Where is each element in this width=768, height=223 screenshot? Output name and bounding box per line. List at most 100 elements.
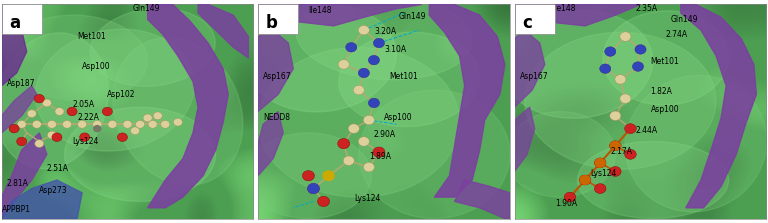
Circle shape	[308, 184, 319, 193]
Circle shape	[363, 115, 375, 125]
Text: Asp100: Asp100	[82, 62, 111, 71]
Polygon shape	[258, 4, 422, 30]
Polygon shape	[680, 4, 756, 208]
Circle shape	[610, 141, 621, 151]
Text: c: c	[522, 14, 532, 32]
Text: 3.20A: 3.20A	[374, 27, 396, 36]
Text: 2.05A: 2.05A	[72, 100, 94, 109]
Circle shape	[615, 75, 626, 84]
Ellipse shape	[90, 8, 215, 86]
Circle shape	[353, 85, 364, 95]
Text: 1.90A: 1.90A	[554, 199, 577, 208]
Circle shape	[610, 111, 621, 120]
Circle shape	[35, 94, 45, 103]
Circle shape	[102, 107, 112, 116]
Circle shape	[317, 196, 329, 206]
Ellipse shape	[603, 11, 729, 105]
Circle shape	[564, 192, 576, 202]
Circle shape	[620, 32, 631, 41]
Circle shape	[52, 133, 62, 141]
Text: 2.81A: 2.81A	[7, 180, 28, 188]
Polygon shape	[258, 30, 293, 112]
Circle shape	[27, 110, 36, 118]
Circle shape	[635, 45, 646, 54]
Circle shape	[55, 108, 64, 115]
Circle shape	[604, 47, 616, 56]
Circle shape	[633, 62, 644, 71]
Circle shape	[346, 43, 357, 52]
Circle shape	[42, 99, 51, 107]
Text: Asp100: Asp100	[384, 113, 412, 122]
Circle shape	[323, 171, 334, 180]
Circle shape	[610, 167, 621, 176]
Circle shape	[135, 120, 144, 128]
Circle shape	[359, 68, 369, 78]
Circle shape	[93, 120, 102, 128]
Circle shape	[369, 98, 379, 108]
Text: 2.44A: 2.44A	[635, 126, 657, 135]
Ellipse shape	[505, 112, 615, 197]
Ellipse shape	[502, 10, 653, 118]
Circle shape	[594, 158, 606, 168]
Text: APPBP1: APPBP1	[2, 205, 31, 214]
Circle shape	[373, 147, 385, 157]
Ellipse shape	[0, 33, 108, 169]
Ellipse shape	[246, 133, 372, 219]
Circle shape	[346, 43, 357, 52]
Circle shape	[323, 171, 334, 180]
Text: Asp100: Asp100	[650, 105, 679, 114]
Circle shape	[153, 112, 162, 120]
Circle shape	[348, 124, 359, 133]
Circle shape	[338, 138, 349, 149]
Circle shape	[161, 120, 170, 128]
Text: 2.90A: 2.90A	[374, 130, 396, 139]
Text: Met101: Met101	[389, 72, 418, 81]
Polygon shape	[2, 180, 82, 219]
Circle shape	[131, 127, 140, 135]
Ellipse shape	[7, 15, 147, 101]
Circle shape	[579, 175, 591, 185]
FancyBboxPatch shape	[2, 4, 41, 34]
Circle shape	[359, 137, 369, 146]
Polygon shape	[455, 180, 510, 219]
Ellipse shape	[525, 32, 716, 169]
Circle shape	[32, 120, 41, 128]
Circle shape	[67, 107, 77, 116]
Ellipse shape	[625, 75, 766, 212]
Text: Gln149: Gln149	[399, 12, 426, 21]
Circle shape	[307, 184, 319, 194]
Circle shape	[62, 120, 71, 128]
Ellipse shape	[339, 32, 480, 127]
Text: a: a	[9, 14, 20, 32]
Text: 2.17A: 2.17A	[611, 147, 632, 156]
Ellipse shape	[296, 0, 472, 80]
Circle shape	[611, 141, 621, 150]
Text: Lys124: Lys124	[590, 169, 617, 178]
Circle shape	[303, 171, 314, 181]
Circle shape	[343, 156, 354, 165]
Polygon shape	[198, 4, 248, 58]
Polygon shape	[515, 30, 545, 107]
Polygon shape	[258, 112, 283, 176]
Ellipse shape	[35, 29, 194, 151]
Ellipse shape	[65, 107, 216, 201]
Text: Asp167: Asp167	[520, 72, 548, 81]
Text: Lys124: Lys124	[354, 194, 380, 203]
Text: b: b	[266, 14, 277, 32]
Circle shape	[80, 133, 90, 141]
Text: Asp102: Asp102	[108, 89, 136, 99]
Circle shape	[620, 94, 631, 103]
Text: NEDD8: NEDD8	[263, 113, 290, 122]
Circle shape	[595, 159, 605, 167]
Text: 1.82A: 1.82A	[650, 87, 673, 96]
Circle shape	[48, 131, 57, 139]
Circle shape	[624, 124, 636, 134]
Circle shape	[94, 126, 101, 132]
Circle shape	[600, 64, 611, 73]
Ellipse shape	[113, 38, 243, 185]
Circle shape	[118, 133, 127, 141]
Text: 3.10A: 3.10A	[384, 45, 406, 54]
Text: 2.74A: 2.74A	[666, 30, 688, 39]
Circle shape	[373, 38, 385, 48]
Circle shape	[363, 162, 375, 172]
